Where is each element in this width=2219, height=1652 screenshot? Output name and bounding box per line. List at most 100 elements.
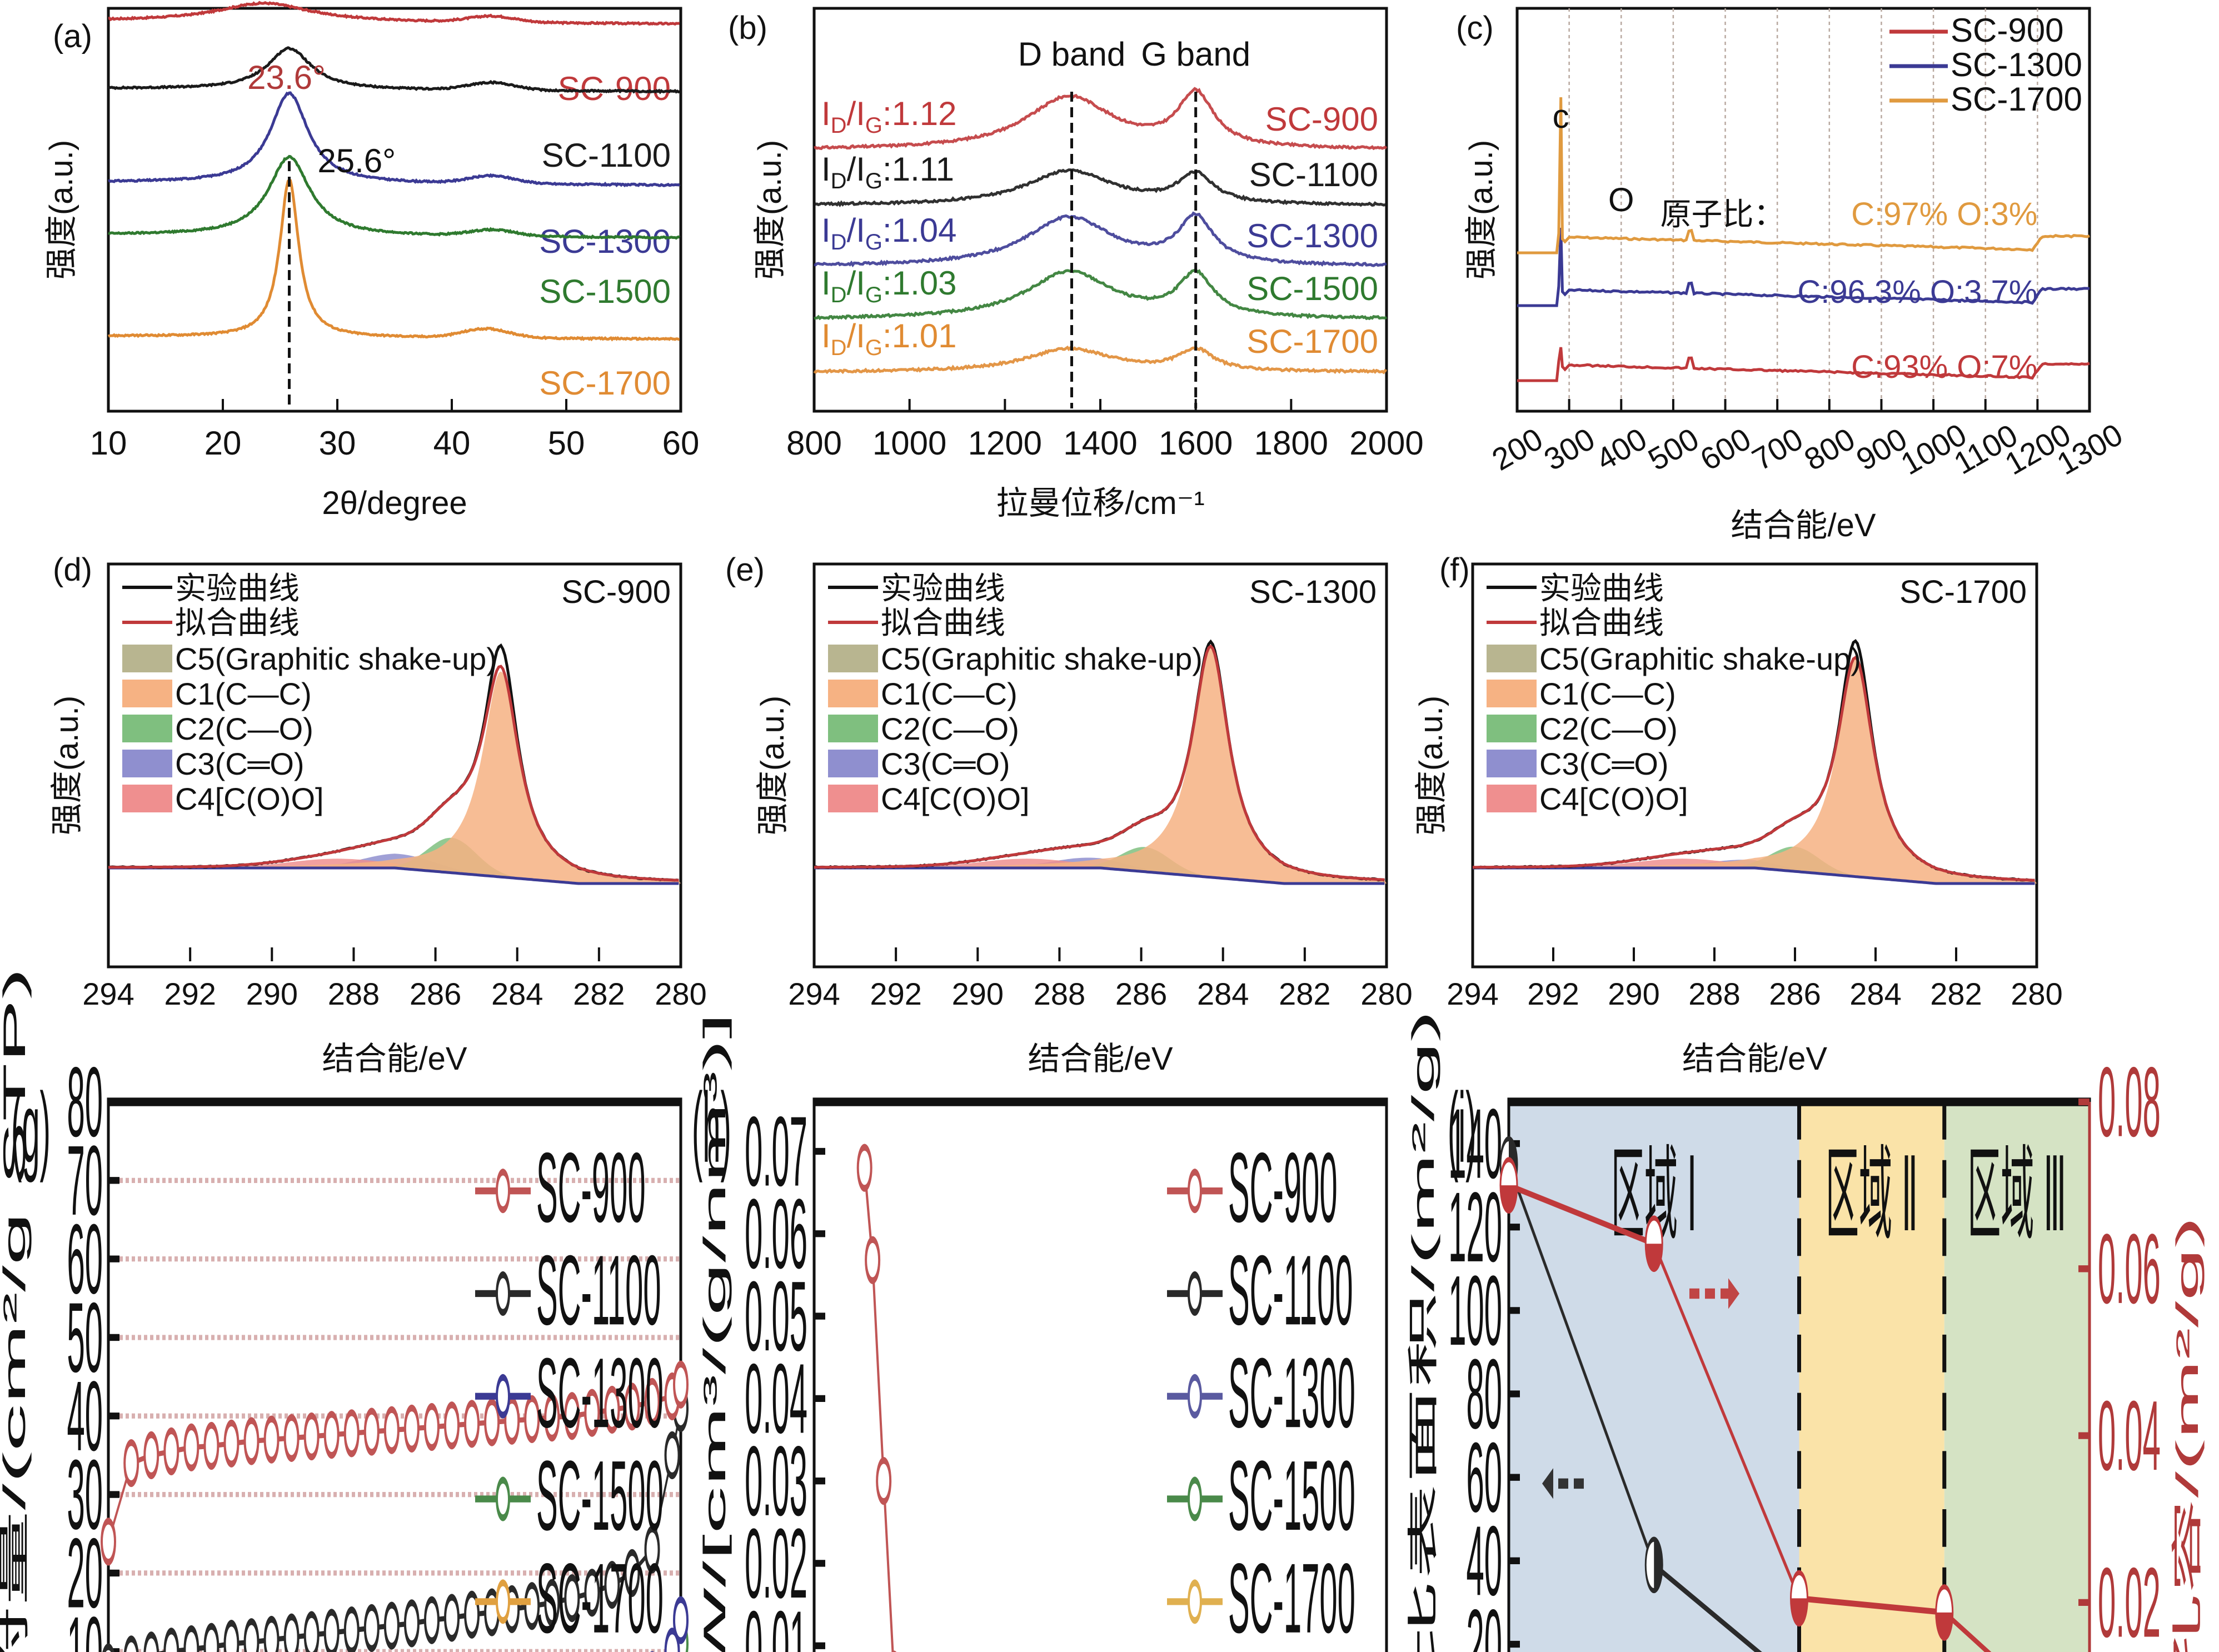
data-point (363, 1604, 380, 1652)
annotation: 25.6° (317, 142, 396, 179)
data-point (263, 1615, 280, 1652)
y-tick-label: 80 (1466, 1339, 1502, 1450)
data-point (223, 1619, 240, 1652)
x-tick-label: 288 (1688, 976, 1740, 1011)
y-tick-label: 60 (67, 1204, 103, 1315)
data-point (524, 1395, 540, 1444)
plot-frame (107, 7, 682, 413)
data-point (203, 1623, 220, 1652)
legend-label: 实验曲线 (1539, 571, 1664, 606)
legend-marker (1188, 1579, 1202, 1624)
legend-label: SC-1100 (1228, 1235, 1353, 1346)
legend-marker (496, 1374, 510, 1419)
x-tick-label: 800 (786, 425, 842, 462)
x-tick-label: 282 (1930, 976, 1982, 1011)
legend-label: SC-1700 (1951, 81, 2082, 118)
data-point (183, 1625, 200, 1652)
ratio-sub: G (865, 336, 882, 360)
ratio-value: 1.01 (892, 317, 957, 355)
region-label: 区域 Ⅱ (1826, 1139, 1918, 1253)
data-point (363, 1408, 380, 1456)
legend-swatch (122, 715, 172, 742)
arrow-head-icon (1542, 1468, 1553, 1499)
ratio-prefix: I (821, 317, 831, 355)
series-line-SC-900 (814, 87, 1388, 151)
arrow-head-icon (1728, 1278, 1739, 1309)
legend-label: SC-1300 (1228, 1338, 1355, 1449)
x-tick-label: 282 (573, 976, 625, 1011)
x-tick-label: 292 (870, 976, 921, 1011)
ratio-sub: G (865, 283, 882, 307)
x-tick-label: 60 (662, 425, 700, 462)
panel-f: (f) 294 292 290 288 286 284 282 280 实验曲线拟合曲线C5(Gr… (1413, 552, 2063, 1077)
ratio-value: 1.03 (892, 264, 957, 302)
legend-label: C1(C—C) (881, 676, 1018, 711)
panel-g: (g)0102030405060708000.20.40.60.81.0SC-9… (0, 967, 689, 1652)
y-tick-label: 0.03 (745, 1426, 807, 1537)
ratio-prefix: I (821, 151, 831, 188)
x-tick-label: 2000 (1349, 425, 1423, 462)
data-point-fill (1645, 1244, 1663, 1270)
series-label: SC-1700 (539, 365, 671, 402)
sample-label: SC-1300 (1249, 574, 1377, 610)
panel-label: (i) (1448, 1073, 1477, 1184)
ratio-sub: D (831, 230, 847, 254)
series-label: SC-1300 (539, 223, 671, 260)
series-line-SC-900 (108, 1, 680, 26)
panel-h: (h)0.000.010.020.030.040.050.060.0711010… (692, 1012, 1388, 1652)
ratio-label: ID/IG:1.04 (821, 212, 956, 254)
baseline-line (814, 866, 1385, 885)
legend-swatch (122, 645, 172, 672)
region-background (1944, 1101, 2090, 1652)
data-point (484, 1398, 500, 1446)
ratio-sub: D (831, 283, 847, 307)
legend-marker (496, 1476, 510, 1521)
y2-axis-label: 孔容/(m²/g) (2170, 1216, 2205, 1652)
ratio-sub: G (865, 113, 882, 138)
data-point (243, 1417, 260, 1465)
panel-a: (a) 10 20 30 40 50 60 SC-900 SC-1100 SC-1300 SC-15… (43, 1, 700, 521)
x-tick-label: 280 (2011, 976, 2062, 1011)
data-point (343, 1606, 360, 1652)
baseline-line (1473, 866, 2035, 885)
y-tick-label: 0.04 (745, 1344, 807, 1454)
data-point (423, 1403, 440, 1451)
legend-swatch (122, 680, 172, 707)
ratio-value: 1.12 (892, 95, 957, 132)
legend-swatch (1487, 680, 1537, 707)
x-axis-label: 拉曼位移/cm⁻¹ (996, 485, 1204, 521)
ratio-sub: G (865, 230, 882, 254)
legend-label: 拟合曲线 (1539, 605, 1664, 640)
x-axis-label: 结合能/eV (1682, 1041, 1827, 1077)
legend-label: C1(C—C) (1539, 676, 1676, 711)
data-point-fill (1936, 1612, 1953, 1639)
ratio-label: ID/IG:1.03 (821, 264, 956, 307)
legend-label: SC-1300 (536, 1338, 664, 1449)
x-tick-label: 30 (319, 425, 356, 462)
legend-label: C4[C(O)O] (1539, 781, 1688, 816)
data-point (524, 1582, 540, 1630)
sample-label: SC-900 (561, 574, 671, 610)
panel-label: (h) (692, 1073, 731, 1184)
legend-label: SC-1700 (1228, 1544, 1355, 1652)
data-point (283, 1414, 300, 1462)
legend-marker (1188, 1169, 1202, 1214)
ratio-title: 原子比： (1660, 197, 1785, 232)
y-axis-label: 强度(a.u.) (43, 140, 79, 280)
legend-label: C2(C—O) (1539, 711, 1678, 746)
panel-label: (f) (1439, 552, 1470, 588)
data-point (203, 1421, 220, 1470)
plot-frame (812, 562, 1388, 969)
series-line-SC-1300 (1517, 227, 2090, 307)
y2-tick-label: 0.04 (2098, 1381, 2161, 1491)
y-axis-label: 强度(a.u.) (1413, 696, 1449, 835)
c1-area (814, 647, 1387, 884)
series-line-SC-1100 (107, 46, 680, 94)
y-tick-label: 20 (67, 1518, 103, 1629)
data-point (584, 1389, 600, 1437)
data-point (383, 1601, 400, 1650)
x-tick-label: 294 (1447, 976, 1498, 1011)
y-tick-label: 0.07 (745, 1097, 807, 1207)
y-tick-label: 80 (67, 1047, 103, 1158)
data-point (464, 1400, 480, 1448)
